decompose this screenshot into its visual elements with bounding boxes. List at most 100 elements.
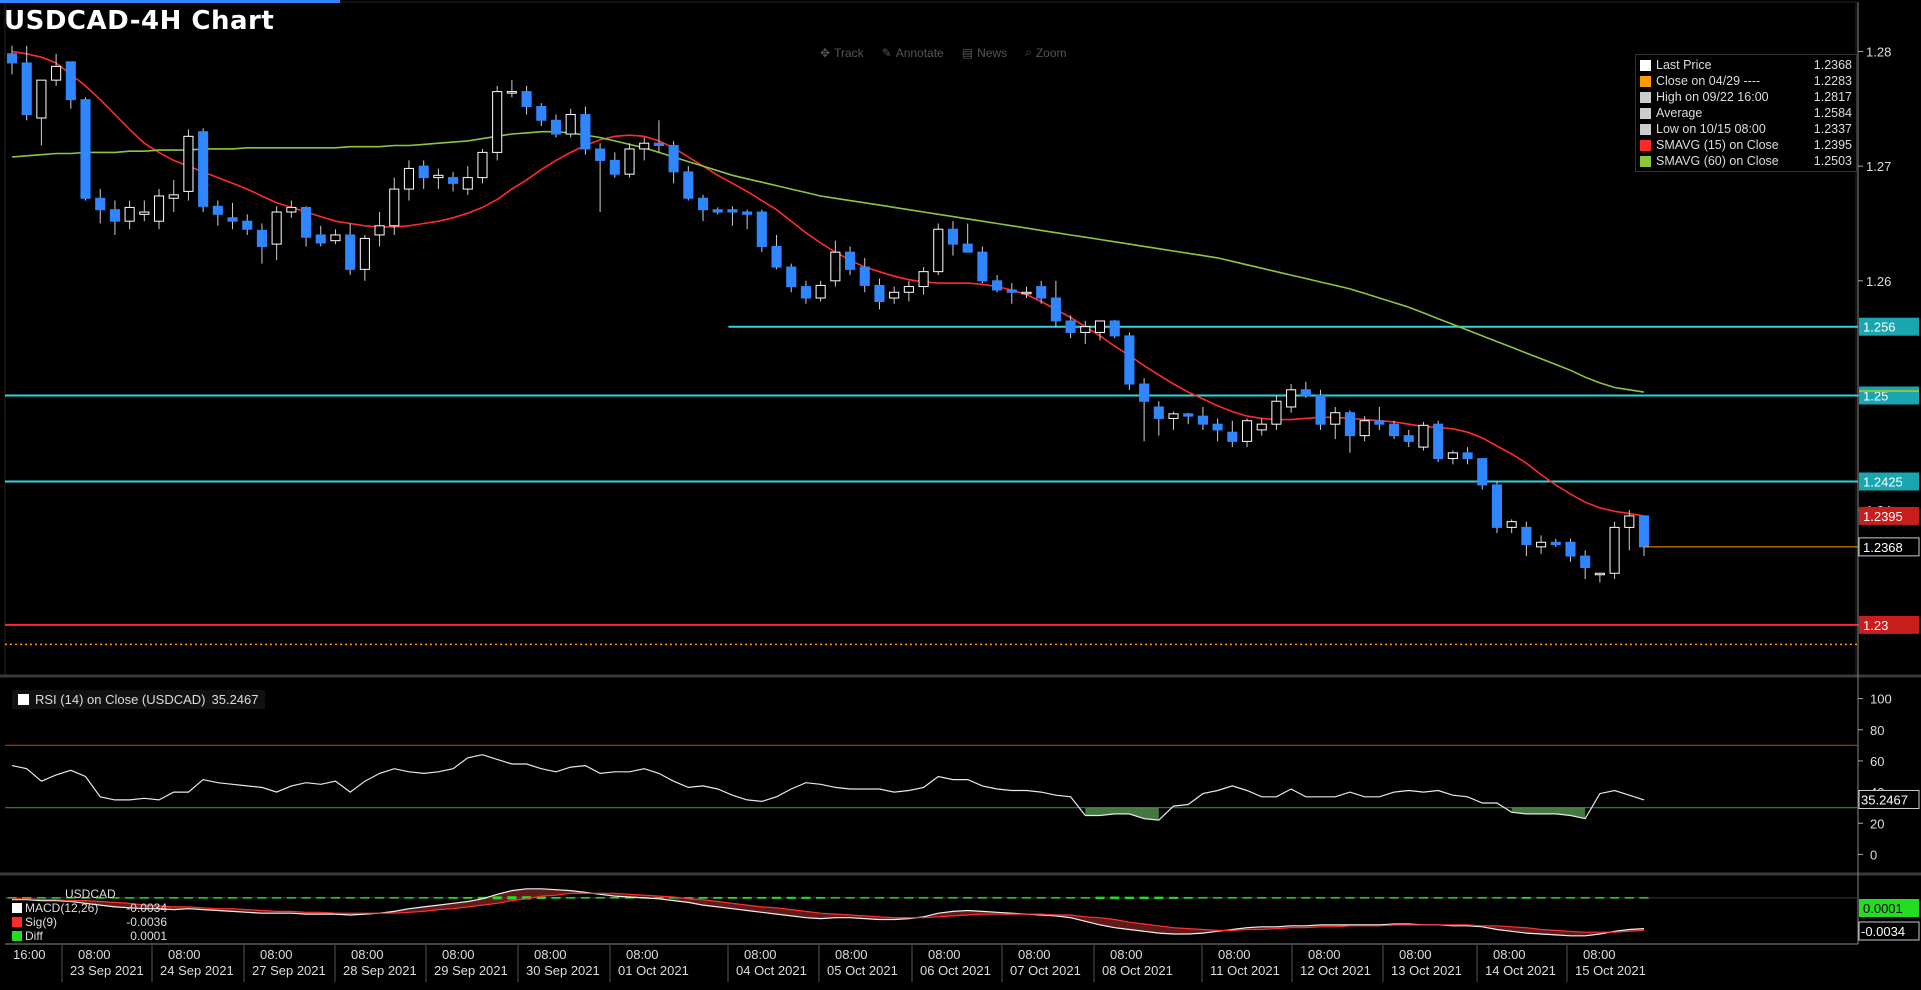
x-time-label: 08:00 <box>534 947 567 962</box>
macd-diff-bar <box>1360 897 1370 899</box>
macd-legend-row: MACD(12,26) -0.0034 <box>12 901 167 915</box>
zoom-tool[interactable]: ⌕ Zoom <box>1025 45 1066 60</box>
macd-diff-bar <box>1257 897 1267 899</box>
candle <box>1050 297 1061 322</box>
candle <box>374 225 385 236</box>
legend-swatch <box>1640 91 1651 103</box>
legend-swatch <box>1640 123 1651 135</box>
macd-diff-bar <box>1595 897 1605 899</box>
legend-value: 1.2283 <box>1813 74 1852 88</box>
macd-diff-bar <box>51 897 61 899</box>
candle <box>242 220 253 230</box>
macd-diff-bar <box>22 897 32 899</box>
macd-diff-bar <box>1315 897 1326 899</box>
candle <box>95 197 106 211</box>
candle <box>1153 406 1164 419</box>
macd-diff-bar <box>242 897 252 899</box>
track-tool[interactable]: ✥ Track <box>820 45 864 60</box>
macd-legend-value: -0.0036 <box>126 915 167 929</box>
rsi-tick-label: 80 <box>1870 723 1884 738</box>
x-time-label: 08:00 <box>260 947 293 962</box>
macd-diff-bar <box>816 896 826 899</box>
candle <box>492 91 503 153</box>
macd-legend-swatch <box>12 903 22 913</box>
candle <box>580 114 591 150</box>
macd-diff-bar <box>1492 897 1502 899</box>
macd-legend-label: Diff <box>25 929 43 943</box>
macd-diff-bar <box>610 897 620 899</box>
sma-line <box>11 50 1645 517</box>
sma-line <box>11 130 1645 393</box>
macd-diff-bar <box>286 897 296 899</box>
price-tick-label: 1.28 <box>1866 44 1891 59</box>
legend-swatch <box>1640 107 1651 119</box>
candle <box>536 106 547 121</box>
macd-diff-bar <box>830 897 840 899</box>
candle <box>1594 572 1605 576</box>
x-date-label: 27 Sep 2021 <box>252 963 326 978</box>
candle <box>477 151 488 179</box>
macd-diff-bar <box>727 896 737 899</box>
candle <box>1536 541 1547 548</box>
legend-swatch <box>1640 59 1651 71</box>
candle <box>1021 291 1032 295</box>
candle <box>1433 423 1444 460</box>
candle <box>1344 412 1356 437</box>
candle <box>1315 395 1326 425</box>
hline-tag-label: 1.25 <box>1863 389 1888 404</box>
candle <box>124 206 135 222</box>
macd-diff-bar <box>389 897 399 899</box>
candle <box>697 197 709 211</box>
legend-value: 1.2817 <box>1813 90 1852 104</box>
candle <box>1388 423 1400 437</box>
annotate-tool[interactable]: ✎ Annotate <box>881 45 944 60</box>
macd-diff-bar <box>1551 897 1561 899</box>
macd-diff-bar <box>1580 897 1590 899</box>
rsi-tick-label: 60 <box>1870 754 1884 769</box>
candle <box>227 217 238 222</box>
rsi-legend: RSI (14) on Close (USDCAD) 35.2467 <box>12 690 265 709</box>
x-time-label: 08:00 <box>1308 947 1341 962</box>
macd-diff-bar <box>1271 897 1281 899</box>
macd-diff-bar <box>669 897 679 899</box>
legend-row: Close on 04/29 ---- 1.2283 <box>1640 73 1852 89</box>
macd-diff-bar <box>889 897 899 899</box>
last-price-tag <box>1858 537 1920 557</box>
macd-legend: USDCAD MACD(12,26) -0.0034 Sig(9) -0.0036 Di… <box>12 887 167 943</box>
macd-diff-bar <box>1183 896 1193 899</box>
candle <box>962 243 973 253</box>
candle <box>1109 320 1120 337</box>
candle <box>36 79 47 119</box>
candle <box>183 135 194 192</box>
candle <box>212 205 223 215</box>
x-time-label: 08:00 <box>1018 947 1051 962</box>
candle <box>815 284 826 299</box>
candle <box>1241 420 1253 442</box>
macd-diff-bar <box>80 897 91 899</box>
macd-diff-bar <box>1463 897 1473 899</box>
candle <box>1330 412 1341 425</box>
candle <box>198 131 209 207</box>
macd-diff-bar <box>1095 896 1105 900</box>
rsi-legend-value: 35.2467 <box>211 692 259 707</box>
candle <box>977 251 988 282</box>
macd-value-tag-label: -0.0034 <box>1861 924 1905 939</box>
candle <box>521 91 532 108</box>
candle <box>1491 484 1503 528</box>
candle <box>433 174 444 179</box>
macd-diff-bar <box>771 896 782 899</box>
legend-label: Average <box>1656 106 1703 120</box>
news-tool[interactable]: ▤ News <box>961 45 1008 60</box>
macd-diff-bar <box>1639 897 1649 899</box>
macd-diff-bar <box>7 897 17 899</box>
macd-diff-bar <box>860 897 870 899</box>
candle <box>418 165 429 179</box>
macd-diff-bar <box>551 896 561 899</box>
candle <box>1271 400 1282 425</box>
candle <box>1565 541 1576 557</box>
candle <box>153 195 165 222</box>
x-time-label: 08:00 <box>1493 947 1526 962</box>
x-date-label: 28 Sep 2021 <box>343 963 417 978</box>
hline-tag-label: 1.2425 <box>1863 475 1903 490</box>
